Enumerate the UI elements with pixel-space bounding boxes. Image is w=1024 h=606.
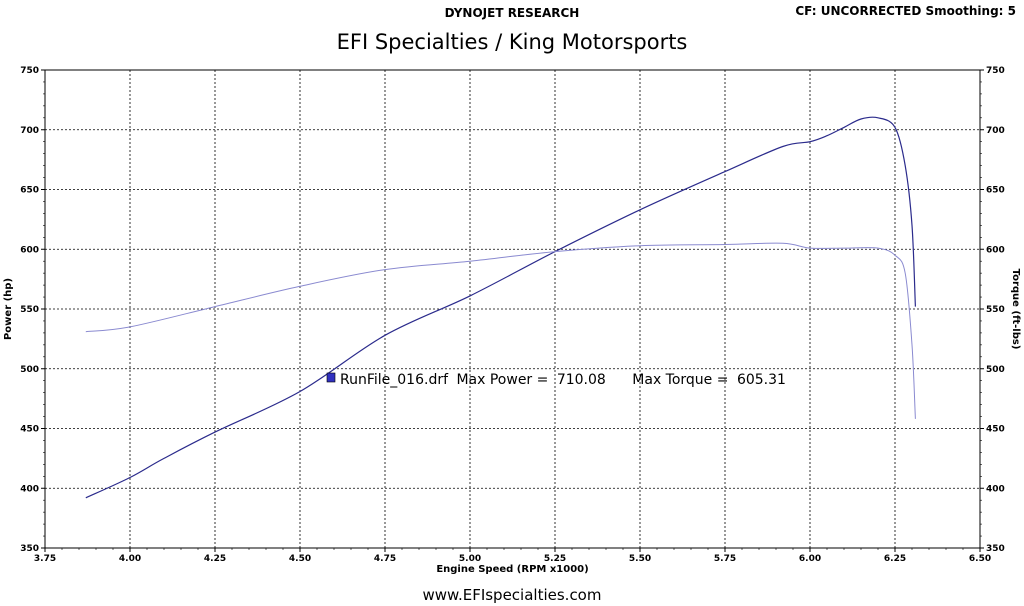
legend-swatch — [326, 372, 336, 383]
legend-run-file: RunFile_016.drf — [340, 372, 449, 388]
x-tick-label: 4.00 — [119, 554, 141, 564]
x-tick-label: 4.25 — [204, 554, 226, 564]
x-tick-label: 5.25 — [544, 554, 566, 564]
chart-title: EFI Specialties / King Motorsports — [336, 30, 688, 54]
y-tick-label: 400 — [20, 484, 39, 494]
x-tick-label: 6.00 — [799, 554, 821, 564]
y-tick-label: 550 — [20, 305, 39, 315]
y2-tick-label: 500 — [986, 365, 1005, 375]
series-line-power — [85, 116, 916, 499]
x-tick-label: 5.75 — [714, 554, 736, 564]
y2-tick-label: 600 — [986, 245, 1005, 255]
legend-max-torque-label: Max Torque = — [632, 372, 728, 388]
y-tick-label: 350 — [20, 544, 39, 554]
y2-tick-label: 450 — [986, 425, 1005, 435]
y2-tick-label: 650 — [986, 186, 1005, 196]
y2-tick-label: 350 — [986, 544, 1005, 554]
legend-max-power-label: Max Power = — [456, 372, 548, 388]
plot-area — [44, 69, 981, 549]
y2-tick-label: 400 — [986, 484, 1005, 494]
x-tick-label: 5.50 — [629, 554, 651, 564]
y-tick-label: 500 — [20, 365, 39, 375]
correction-smoothing-label: CF: UNCORRECTED Smoothing: 5 — [795, 4, 1016, 18]
y-tick-label: 450 — [20, 425, 39, 435]
y2-tick-label: 550 — [986, 305, 1005, 315]
dyno-brand-label: DYNOJET RESEARCH — [444, 6, 580, 20]
y-axis-label: Power (hp) — [3, 278, 14, 340]
y2-tick-label: 750 — [986, 66, 1005, 76]
y2-axis-label: Torque (ft-lbs) — [1010, 269, 1021, 350]
svg-text:RunFile_016.drf Max Powe: RunFile_016.drf Max Power = 710.08 Max T… — [340, 372, 786, 388]
legend: RunFile_016.drf Max Power = 710.08 Max T… — [326, 372, 786, 388]
website-url: www.EFIspecialties.com — [422, 586, 602, 604]
series-line-torque — [85, 242, 916, 419]
x-axis-label: Engine Speed (RPM x1000) — [436, 564, 588, 575]
y-tick-label: 600 — [20, 245, 39, 255]
legend-max-torque-value: 605.31 — [737, 372, 786, 388]
y2-tick-label: 700 — [986, 126, 1005, 136]
legend-max-power-value: 710.08 — [557, 372, 606, 388]
y-tick-label: 750 — [20, 66, 39, 76]
x-tick-label: 3.75 — [34, 554, 56, 564]
y-tick-label: 700 — [20, 126, 39, 136]
x-tick-label: 4.50 — [289, 554, 311, 564]
x-tick-label: 6.25 — [884, 554, 906, 564]
x-tick-label: 6.50 — [969, 554, 991, 564]
axis-ticks: 3.75 4.00 4.25 4.50 4.75 5.00 5.25 5.50 5.75 6.00… — [20, 66, 1005, 564]
x-tick-label: 4.75 — [374, 554, 396, 564]
y-tick-label: 650 — [20, 186, 39, 196]
series-lines — [85, 116, 916, 499]
x-tick-label: 5.00 — [459, 554, 481, 564]
